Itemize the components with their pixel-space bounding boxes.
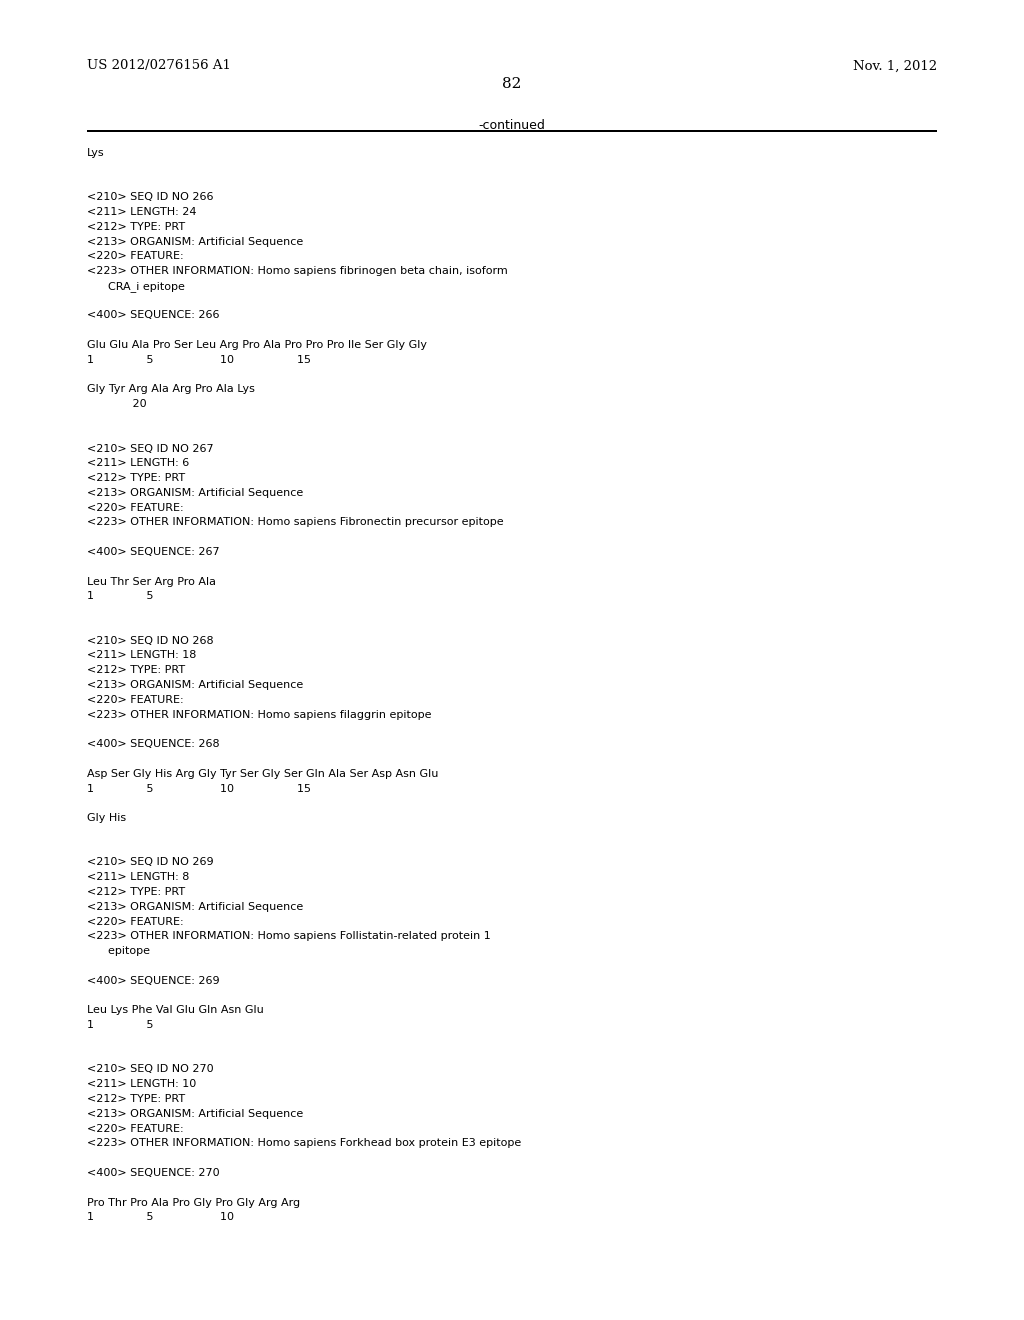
Text: <400> SEQUENCE: 266: <400> SEQUENCE: 266 — [87, 310, 219, 321]
Text: epitope: epitope — [87, 946, 151, 956]
Text: <210> SEQ ID NO 270: <210> SEQ ID NO 270 — [87, 1064, 214, 1074]
Text: <210> SEQ ID NO 267: <210> SEQ ID NO 267 — [87, 444, 214, 454]
Text: 20: 20 — [87, 399, 146, 409]
Text: <212> TYPE: PRT: <212> TYPE: PRT — [87, 887, 185, 898]
Text: <223> OTHER INFORMATION: Homo sapiens filaggrin epitope: <223> OTHER INFORMATION: Homo sapiens fi… — [87, 710, 431, 719]
Text: <212> TYPE: PRT: <212> TYPE: PRT — [87, 665, 185, 676]
Text: <400> SEQUENCE: 270: <400> SEQUENCE: 270 — [87, 1168, 220, 1177]
Text: <210> SEQ ID NO 266: <210> SEQ ID NO 266 — [87, 193, 214, 202]
Text: <220> FEATURE:: <220> FEATURE: — [87, 916, 183, 927]
Text: 82: 82 — [503, 77, 521, 91]
Text: <212> TYPE: PRT: <212> TYPE: PRT — [87, 222, 185, 232]
Text: Gly Tyr Arg Ala Arg Pro Ala Lys: Gly Tyr Arg Ala Arg Pro Ala Lys — [87, 384, 255, 395]
Text: <223> OTHER INFORMATION: Homo sapiens Fibronectin precursor epitope: <223> OTHER INFORMATION: Homo sapiens Fi… — [87, 517, 504, 528]
Text: <220> FEATURE:: <220> FEATURE: — [87, 503, 183, 512]
Text: Glu Glu Ala Pro Ser Leu Arg Pro Ala Pro Pro Pro Ile Ser Gly Gly: Glu Glu Ala Pro Ser Leu Arg Pro Ala Pro … — [87, 341, 427, 350]
Text: US 2012/0276156 A1: US 2012/0276156 A1 — [87, 59, 231, 73]
Text: Lys: Lys — [87, 148, 104, 158]
Text: Pro Thr Pro Ala Pro Gly Pro Gly Arg Arg: Pro Thr Pro Ala Pro Gly Pro Gly Arg Arg — [87, 1197, 300, 1208]
Text: <213> ORGANISM: Artificial Sequence: <213> ORGANISM: Artificial Sequence — [87, 488, 303, 498]
Text: -continued: -continued — [478, 119, 546, 132]
Text: <210> SEQ ID NO 269: <210> SEQ ID NO 269 — [87, 858, 214, 867]
Text: <223> OTHER INFORMATION: Homo sapiens Forkhead box protein E3 epitope: <223> OTHER INFORMATION: Homo sapiens Fo… — [87, 1138, 521, 1148]
Text: 1               5                   10                  15: 1 5 10 15 — [87, 784, 311, 793]
Text: <400> SEQUENCE: 268: <400> SEQUENCE: 268 — [87, 739, 220, 750]
Text: <211> LENGTH: 18: <211> LENGTH: 18 — [87, 651, 197, 660]
Text: <212> TYPE: PRT: <212> TYPE: PRT — [87, 473, 185, 483]
Text: <400> SEQUENCE: 267: <400> SEQUENCE: 267 — [87, 546, 220, 557]
Text: 1               5: 1 5 — [87, 1020, 154, 1030]
Text: <211> LENGTH: 10: <211> LENGTH: 10 — [87, 1080, 197, 1089]
Text: Leu Lys Phe Val Glu Gln Asn Glu: Leu Lys Phe Val Glu Gln Asn Glu — [87, 1006, 264, 1015]
Text: Asp Ser Gly His Arg Gly Tyr Ser Gly Ser Gln Ala Ser Asp Asn Glu: Asp Ser Gly His Arg Gly Tyr Ser Gly Ser … — [87, 768, 438, 779]
Text: 1               5                   10                  15: 1 5 10 15 — [87, 355, 311, 364]
Text: 1               5: 1 5 — [87, 591, 154, 602]
Text: <210> SEQ ID NO 268: <210> SEQ ID NO 268 — [87, 636, 214, 645]
Text: <213> ORGANISM: Artificial Sequence: <213> ORGANISM: Artificial Sequence — [87, 680, 303, 690]
Text: 1               5                   10: 1 5 10 — [87, 1212, 234, 1222]
Text: <220> FEATURE:: <220> FEATURE: — [87, 1123, 183, 1134]
Text: Leu Thr Ser Arg Pro Ala: Leu Thr Ser Arg Pro Ala — [87, 577, 216, 586]
Text: <223> OTHER INFORMATION: Homo sapiens fibrinogen beta chain, isoform: <223> OTHER INFORMATION: Homo sapiens fi… — [87, 267, 508, 276]
Text: <211> LENGTH: 24: <211> LENGTH: 24 — [87, 207, 197, 216]
Text: <213> ORGANISM: Artificial Sequence: <213> ORGANISM: Artificial Sequence — [87, 902, 303, 912]
Text: <220> FEATURE:: <220> FEATURE: — [87, 251, 183, 261]
Text: Gly His: Gly His — [87, 813, 126, 824]
Text: <400> SEQUENCE: 269: <400> SEQUENCE: 269 — [87, 975, 220, 986]
Text: CRA_i epitope: CRA_i epitope — [87, 281, 185, 292]
Text: <211> LENGTH: 8: <211> LENGTH: 8 — [87, 873, 189, 882]
Text: <213> ORGANISM: Artificial Sequence: <213> ORGANISM: Artificial Sequence — [87, 236, 303, 247]
Text: <220> FEATURE:: <220> FEATURE: — [87, 694, 183, 705]
Text: <223> OTHER INFORMATION: Homo sapiens Follistatin-related protein 1: <223> OTHER INFORMATION: Homo sapiens Fo… — [87, 932, 490, 941]
Text: <211> LENGTH: 6: <211> LENGTH: 6 — [87, 458, 189, 469]
Text: <213> ORGANISM: Artificial Sequence: <213> ORGANISM: Artificial Sequence — [87, 1109, 303, 1119]
Text: Nov. 1, 2012: Nov. 1, 2012 — [853, 59, 937, 73]
Text: <212> TYPE: PRT: <212> TYPE: PRT — [87, 1094, 185, 1104]
